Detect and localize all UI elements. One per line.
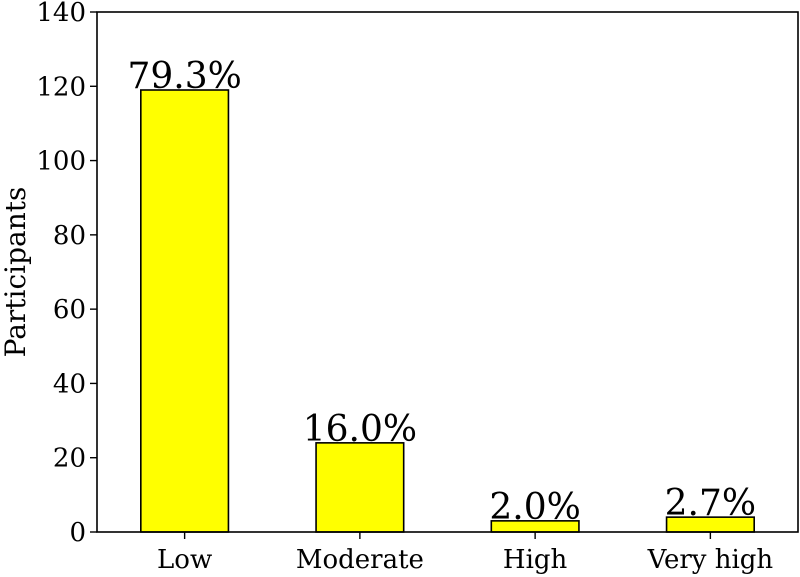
x-tick-label: Very high (647, 545, 774, 575)
y-tick-label: 80 (53, 221, 86, 251)
y-axis-title: Participants (0, 187, 32, 358)
bar-data-label: 2.7% (665, 483, 756, 524)
y-tick-label: 40 (53, 369, 86, 399)
bar-data-label: 79.3% (127, 56, 241, 97)
bar (315, 442, 405, 533)
bar-data-label: 2.0% (489, 487, 580, 528)
bar (140, 89, 230, 533)
bars (140, 89, 755, 533)
y-tick-label: 100 (36, 147, 86, 177)
y-axis-ticks: 0 20 40 60 80 100 120 140 (36, 0, 97, 548)
x-tick-label: Moderate (296, 545, 424, 575)
y-tick-label: 140 (36, 0, 86, 28)
y-tick-label: 20 (53, 444, 86, 474)
x-tick-label: High (503, 545, 568, 575)
x-tick-label: Low (157, 545, 212, 575)
y-tick-label: 60 (53, 295, 86, 325)
x-axis-ticks: Low Moderate High Very high (157, 532, 773, 575)
y-tick-label: 0 (69, 518, 86, 548)
plot-frame (96, 11, 799, 533)
y-tick-label: 120 (36, 72, 86, 102)
bar-labels: 79.3% 16.0% 2.0% 2.7% (127, 56, 756, 528)
bar-data-label: 16.0% (303, 409, 417, 450)
